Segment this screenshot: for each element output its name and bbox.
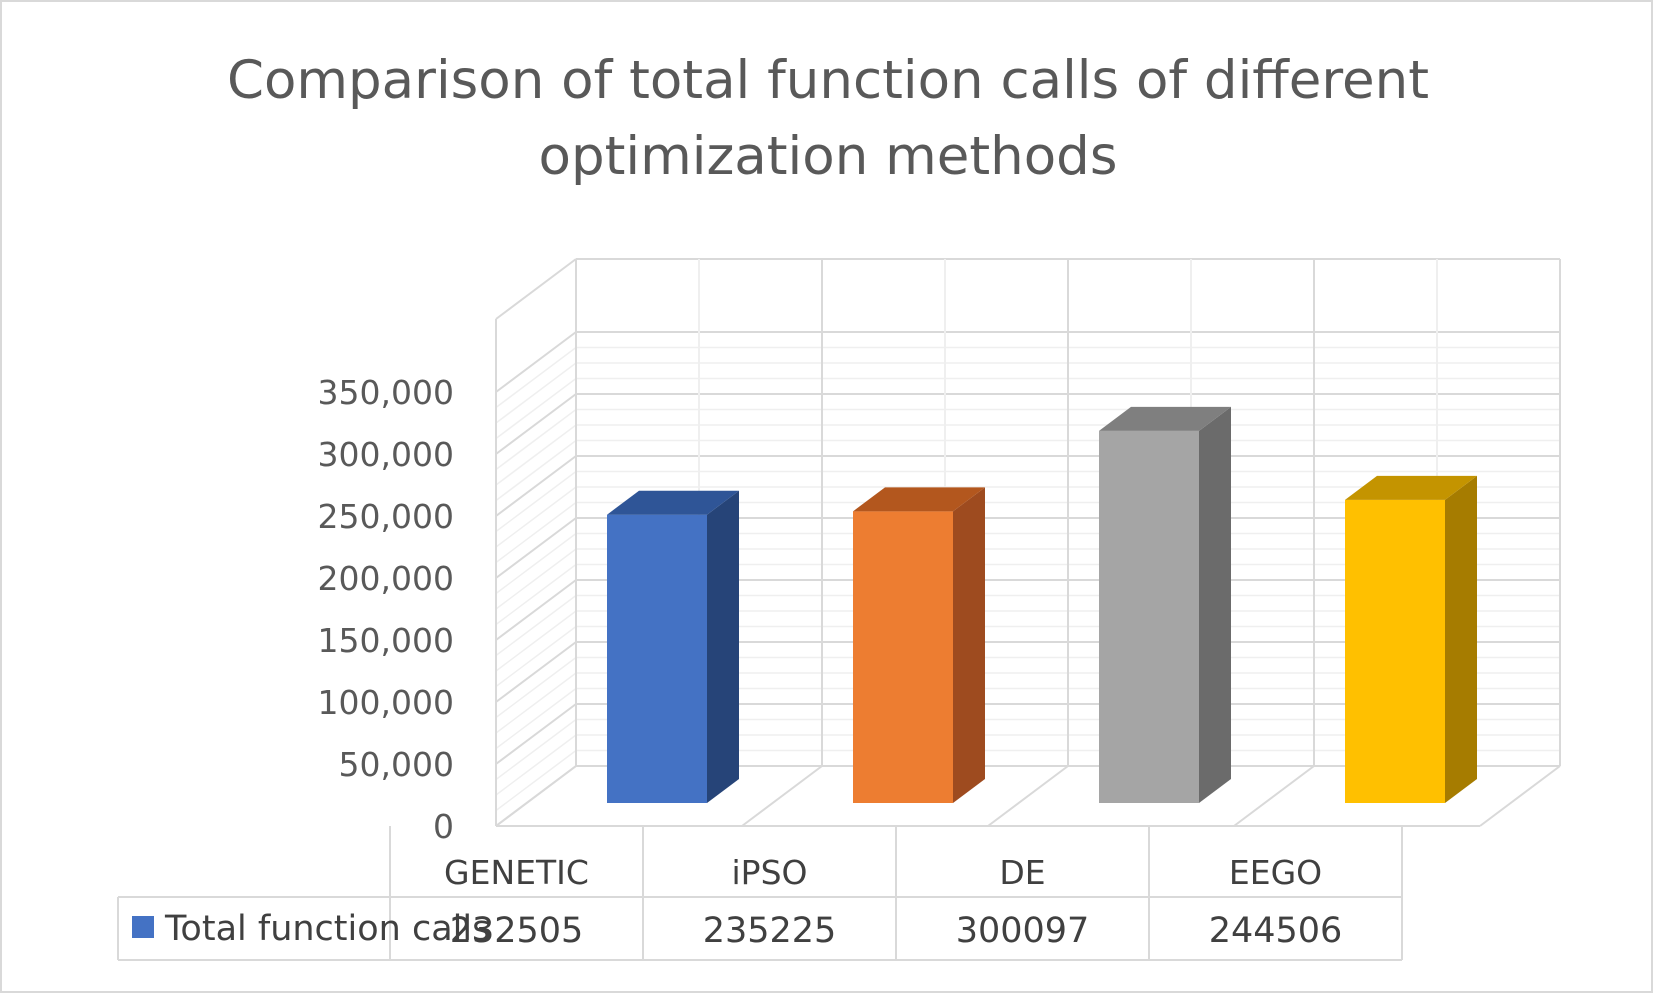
side-wall-gridline [495, 548, 577, 610]
side-wall-gridline [495, 486, 577, 548]
data-table: GENETIC 232505 iPSO 235225 DE 300097 EEGO 24450… [117, 826, 1403, 961]
side-wall-gridline [495, 672, 577, 734]
bar-side [953, 487, 985, 803]
side-wall-gridline [495, 718, 577, 781]
side-wall-gridline [495, 749, 577, 812]
bar-side [707, 490, 739, 803]
y-tick-label: 100,000 [318, 683, 454, 722]
side-wall-gridline [495, 408, 577, 471]
x-category-label: EEGO [1229, 853, 1322, 892]
data-table-value: 232505 [450, 911, 584, 951]
y-tick-label: 350,000 [318, 373, 454, 412]
data-table-value: 300097 [956, 911, 1090, 951]
bar-side [1199, 406, 1231, 803]
side-wall-gridline [495, 362, 577, 424]
side-wall-gridline [495, 703, 577, 765]
side-wall-gridline [495, 687, 577, 750]
side-wall-gridline [495, 517, 577, 579]
y-tick-label: 0 [433, 807, 454, 846]
bar-top [853, 487, 985, 512]
side-wall-top-edge [495, 258, 577, 320]
floor-divider [495, 765, 577, 827]
floor-divider [1479, 765, 1561, 827]
legend-key-swatch [132, 916, 154, 938]
side-wall-gridline [495, 532, 577, 595]
bar-front [607, 514, 707, 803]
side-wall-gridline [495, 641, 577, 703]
bar-side [1445, 475, 1477, 803]
bar-front [1345, 499, 1445, 803]
bar-DE [1099, 406, 1231, 803]
side-wall-gridline [495, 439, 577, 502]
y-tick-label: 200,000 [318, 559, 454, 598]
data-table-value: 235225 [703, 911, 837, 951]
y-tick-label: 250,000 [318, 497, 454, 536]
x-category-label: DE [999, 853, 1045, 892]
floor-divider [1233, 765, 1315, 827]
bar-front [853, 511, 953, 803]
bar-iPSO [853, 487, 985, 803]
side-wall-gridline [495, 734, 577, 796]
bar-front [1099, 430, 1199, 803]
side-wall-gridline [495, 501, 577, 564]
floor-divider [987, 765, 1069, 827]
side-wall-gridline [495, 470, 577, 533]
side-wall-gridline [495, 377, 577, 440]
side-wall-gridline [495, 594, 577, 657]
x-category-label: iPSO [732, 853, 808, 892]
side-wall-gridline [495, 579, 577, 641]
side-wall-gridline [495, 656, 577, 719]
y-axis: 0 50,000 100,000 150,000 200,000 250,000 300,0… [318, 373, 454, 846]
data-table-value: 244506 [1209, 911, 1343, 951]
side-wall-gridline [495, 331, 577, 393]
bar-GENETIC [607, 490, 739, 803]
floor-divider [741, 765, 823, 827]
y-tick-label: 50,000 [339, 745, 454, 784]
x-category-label: GENETIC [444, 853, 589, 892]
chart-title-line-2: optimization methods [539, 126, 1118, 187]
side-wall-gridline [495, 424, 577, 486]
legend-series-name: Total function calls [164, 909, 490, 949]
side-wall-gridline [495, 346, 577, 409]
bars [607, 406, 1477, 803]
y-tick-label: 300,000 [318, 435, 454, 474]
side-wall-gridline [495, 625, 577, 688]
side-wall-gridline [495, 610, 577, 672]
y-tick-label: 150,000 [318, 621, 454, 660]
bar-top [1345, 475, 1477, 500]
bar-top [1099, 406, 1231, 431]
bar-EEGO [1345, 475, 1477, 803]
side-wall-gridline [495, 563, 577, 626]
side-wall-gridline [495, 455, 577, 517]
chart-title-line-1: Comparison of total function calls of di… [227, 50, 1429, 111]
side-wall-gridline [495, 393, 577, 455]
bar-top [607, 490, 739, 515]
